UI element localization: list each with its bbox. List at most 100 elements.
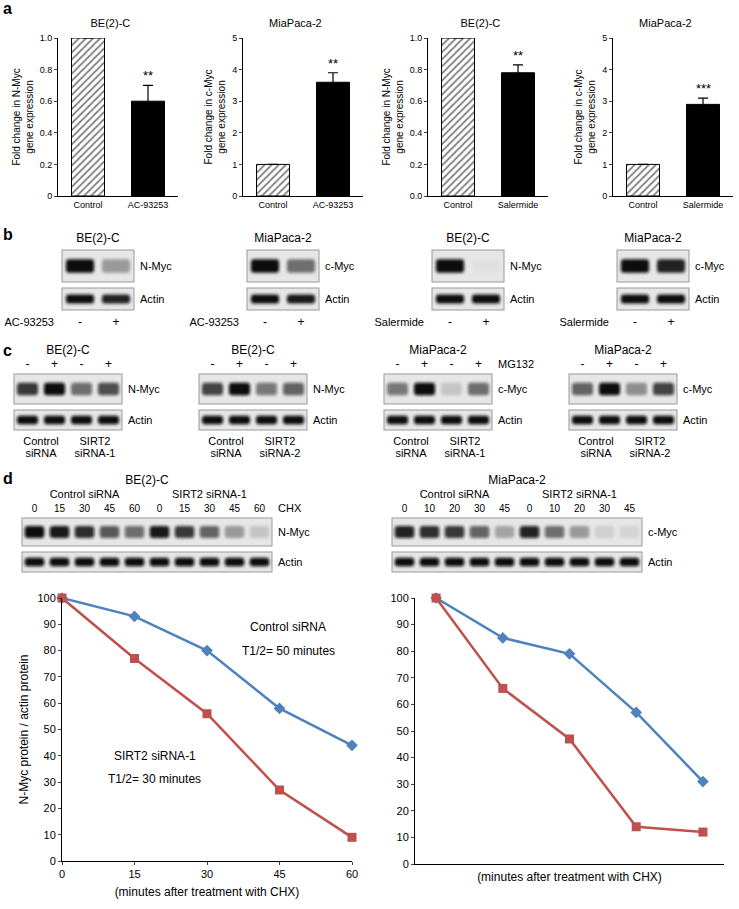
svg-text:MiaPaca-2: MiaPaca-2 [254, 231, 312, 245]
svg-text:Actin: Actin [128, 414, 152, 426]
svg-text:Control: Control [393, 435, 428, 447]
svg-text:Control siRNA: Control siRNA [50, 488, 120, 500]
svg-text:BE(2)-C: BE(2)-C [231, 343, 275, 357]
svg-text:MiaPaca-2: MiaPaca-2 [624, 231, 682, 245]
svg-text:4: 4 [232, 65, 237, 75]
svg-text:Actin: Actin [648, 556, 672, 568]
svg-text:90: 90 [397, 618, 409, 630]
svg-text:Fold change in c-Mycgene expre: Fold change in c-Mycgene expression [203, 69, 227, 164]
svg-text:70: 70 [397, 672, 409, 684]
svg-text:15: 15 [179, 503, 191, 514]
svg-text:60: 60 [346, 868, 358, 880]
svg-text:30: 30 [44, 776, 56, 788]
svg-text:Control: Control [208, 435, 243, 447]
svg-text:MiaPaca-2: MiaPaca-2 [269, 17, 322, 29]
svg-text:30: 30 [204, 503, 216, 514]
svg-text:60: 60 [44, 697, 56, 709]
svg-text:Fold change in N-Mycgene expre: Fold change in N-Mycgene expression [11, 68, 35, 165]
svg-text:0.4: 0.4 [40, 128, 53, 138]
svg-text:b: b [3, 226, 13, 243]
svg-text:0: 0 [602, 191, 607, 201]
svg-text:1: 1 [602, 160, 607, 170]
svg-text:45: 45 [273, 868, 285, 880]
svg-text:30: 30 [201, 868, 213, 880]
svg-text:N-Myc protein / actin protein: N-Myc protein / actin protein [17, 654, 31, 804]
svg-text:+: + [290, 357, 297, 371]
svg-text:SIRT2 siRNA-1: SIRT2 siRNA-1 [542, 488, 617, 500]
svg-text:AC-93253: AC-93253 [189, 316, 239, 328]
svg-text:2: 2 [232, 128, 237, 138]
svg-text:50: 50 [397, 725, 409, 737]
svg-text:+: + [482, 315, 489, 329]
svg-text:5: 5 [232, 33, 237, 43]
svg-text:BE(2)-C: BE(2)-C [446, 231, 490, 245]
svg-text:AC-93253: AC-93253 [128, 200, 169, 210]
svg-text:30: 30 [474, 503, 486, 514]
svg-text:0: 0 [157, 503, 163, 514]
svg-text:1: 1 [232, 160, 237, 170]
svg-text:40: 40 [44, 750, 56, 762]
svg-text:Control siRNA: Control siRNA [250, 620, 326, 634]
svg-text:SIRT2: SIRT2 [265, 435, 296, 447]
svg-text:Actin: Actin [695, 293, 719, 305]
svg-text:Actin: Actin [498, 414, 522, 426]
svg-text:c-Myc: c-Myc [683, 383, 713, 395]
svg-text:50: 50 [44, 723, 56, 735]
svg-text:0.0: 0.0 [410, 191, 423, 201]
svg-text:MiaPaca-2: MiaPaca-2 [639, 17, 692, 29]
svg-text:Salermide: Salermide [374, 316, 424, 328]
svg-text:60: 60 [397, 698, 409, 710]
svg-text:siRNA-1: siRNA-1 [75, 447, 116, 459]
svg-text:80: 80 [44, 644, 56, 656]
svg-text:70: 70 [44, 671, 56, 683]
svg-text:15: 15 [54, 503, 66, 514]
svg-text:3: 3 [232, 96, 237, 106]
svg-text:N-Myc: N-Myc [510, 260, 542, 272]
svg-text:T1/2= 50 minutes: T1/2= 50 minutes [242, 644, 335, 658]
svg-text:-: - [263, 315, 267, 329]
svg-text:+: + [421, 357, 428, 371]
svg-text:Control: Control [73, 200, 102, 210]
svg-text:45: 45 [499, 503, 511, 514]
svg-text:45: 45 [624, 503, 636, 514]
svg-text:0.6: 0.6 [410, 96, 423, 106]
svg-text:-: - [448, 315, 452, 329]
svg-text:Fold change in N-Mycgene expre: Fold change in N-Mycgene expression [381, 68, 405, 165]
svg-text:c-Myc: c-Myc [695, 260, 725, 272]
svg-text:40: 40 [397, 751, 409, 763]
svg-text:+: + [112, 315, 119, 329]
svg-text:15: 15 [128, 868, 140, 880]
svg-text:BE(2)-C: BE(2)-C [46, 343, 90, 357]
svg-text:CHX: CHX [278, 502, 302, 514]
svg-text:20: 20 [397, 805, 409, 817]
svg-text:10: 10 [44, 829, 56, 841]
svg-text:45: 45 [104, 503, 116, 514]
svg-text:Actin: Actin [313, 414, 337, 426]
svg-text:-: - [633, 315, 637, 329]
svg-text:T1/2= 30 minutes: T1/2= 30 minutes [108, 772, 201, 786]
svg-text:(minutes after treatment with: (minutes after treatment with CHX) [115, 885, 300, 899]
svg-text:0.8: 0.8 [40, 65, 53, 75]
svg-text:1.0: 1.0 [410, 33, 423, 43]
svg-text:siRNA: siRNA [580, 447, 612, 459]
svg-text:Fold change in c-Mycgene expre: Fold change in c-Mycgene expression [573, 69, 597, 164]
svg-text:Actin: Actin [683, 414, 707, 426]
svg-text:SIRT2 siRNA-1: SIRT2 siRNA-1 [172, 488, 247, 500]
svg-text:-: - [581, 357, 585, 371]
svg-text:MG132: MG132 [498, 358, 534, 370]
svg-text:siRNA-2: siRNA-2 [630, 447, 671, 459]
svg-text:**: ** [328, 56, 338, 71]
svg-text:60: 60 [254, 503, 266, 514]
svg-text:10: 10 [424, 503, 436, 514]
svg-text:0.2: 0.2 [410, 160, 423, 170]
svg-text:AC-93253: AC-93253 [4, 316, 54, 328]
svg-text:MiaPaca-2: MiaPaca-2 [488, 473, 546, 487]
svg-text:20: 20 [449, 503, 461, 514]
svg-text:***: *** [696, 81, 711, 96]
svg-text:90: 90 [44, 618, 56, 630]
svg-text:siRNA: siRNA [395, 447, 427, 459]
svg-text:-: - [635, 357, 639, 371]
svg-text:Salermide: Salermide [498, 200, 539, 210]
svg-text:+: + [606, 357, 613, 371]
svg-text:Control: Control [578, 435, 613, 447]
